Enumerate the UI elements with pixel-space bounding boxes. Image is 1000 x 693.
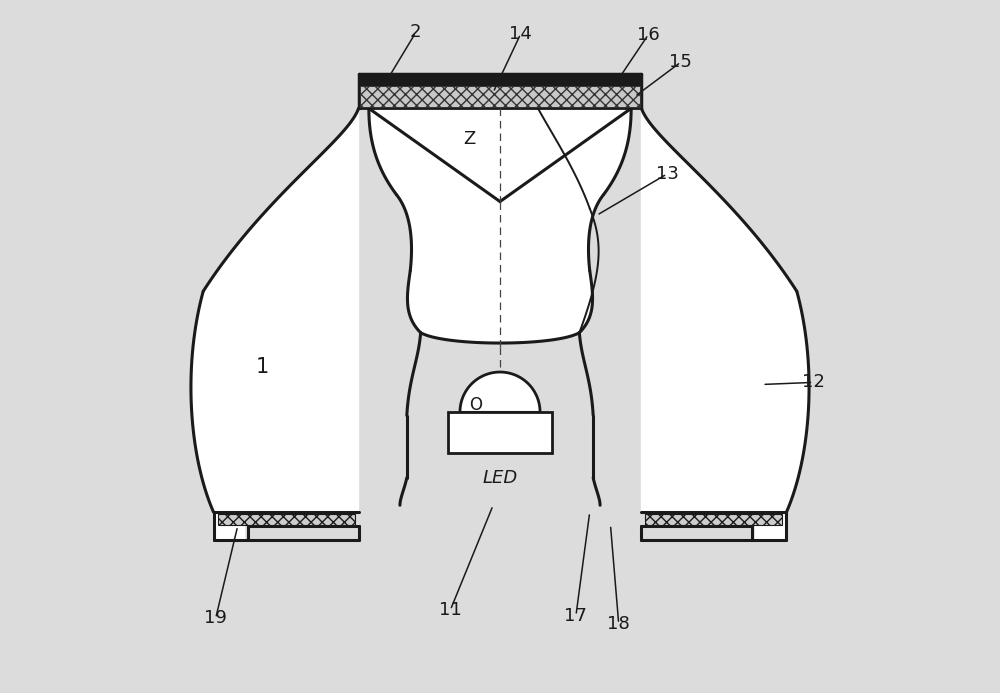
Bar [218,514,355,525]
Text: 18: 18 [607,615,630,633]
Text: Z: Z [463,130,475,148]
Bar [360,76,640,87]
Bar [448,412,552,453]
Text: 14: 14 [509,25,532,43]
Polygon shape [369,108,631,343]
Polygon shape [641,108,809,540]
Polygon shape [191,108,359,540]
Text: 17: 17 [564,606,587,624]
Text: 19: 19 [204,609,227,627]
Text: 12: 12 [802,374,825,392]
Text: LED: LED [482,468,518,486]
Text: 13: 13 [656,165,678,183]
Text: O: O [469,396,482,414]
Text: 1: 1 [255,357,268,377]
Text: 15: 15 [669,53,692,71]
Polygon shape [460,372,540,412]
Text: 16: 16 [637,26,660,44]
Text: 11: 11 [439,601,462,619]
Bar [645,514,782,525]
Bar [360,87,640,107]
Text: 2: 2 [410,24,422,42]
